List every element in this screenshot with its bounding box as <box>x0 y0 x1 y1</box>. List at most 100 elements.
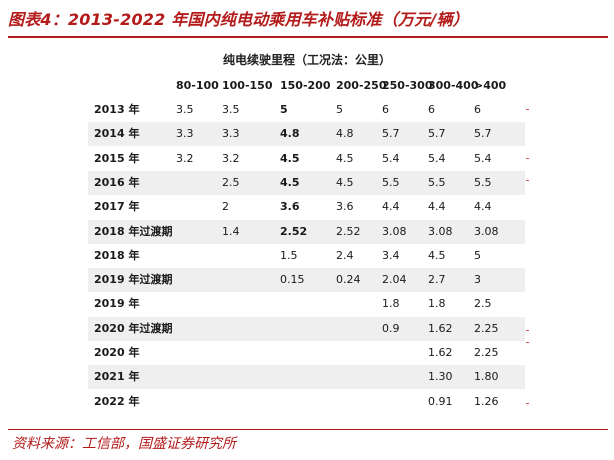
table-cell: 3.5 <box>222 103 240 116</box>
table-row: 2017 年 2 3.6 3.6 4.4 4.4 4.4 <box>88 195 525 219</box>
table-cell: 2.5 <box>222 175 240 189</box>
column-header: 80-100 <box>176 79 219 92</box>
column-header: 300-400 <box>428 79 479 92</box>
table-cell: 3.3 <box>222 127 240 141</box>
title-divider <box>8 36 608 38</box>
table-cell: 4.8 <box>280 127 300 141</box>
table-cell: 3.3 <box>176 127 194 141</box>
table-cell: 2.5 <box>474 297 492 311</box>
table-row: 2021 年 1.30 1.80 <box>88 365 525 390</box>
table-cell: 4.5 <box>336 151 354 165</box>
table-row: 2020 年 1.62 2.25 <box>88 341 525 365</box>
table-cell: 1.8 <box>382 297 400 311</box>
table-cell: 2.4 <box>336 248 354 262</box>
row-label: 2015 年 <box>94 151 140 165</box>
row-label: 2019 年 <box>94 297 140 311</box>
table-cell: 2.52 <box>280 224 308 238</box>
table-cell: 1.5 <box>280 248 298 262</box>
footer-divider <box>8 429 608 430</box>
table-header-row: 80-100 100-150 150-200 200-250 250-300 300-40… <box>88 74 525 98</box>
row-label: 2020 年过渡期 <box>94 321 173 335</box>
table-row: 2018 年 1.5 2.4 3.4 4.5 5 <box>88 244 525 268</box>
table-cell: 5.4 <box>382 151 400 165</box>
table-cell: 3.4 <box>382 248 400 262</box>
table-row: 2015 年 3.2 3.2 4.5 4.5 5.4 5.4 5.4 <box>88 147 525 171</box>
table-row: 2020 年过渡期 0.9 1.62 2.25 <box>88 316 525 341</box>
table-cell: 2 <box>222 200 229 214</box>
table-cell: 3.2 <box>176 151 194 165</box>
source-note: 资料来源：工信部，国盛证券研究所 <box>12 436 236 452</box>
row-label: 2013 年 <box>94 103 140 116</box>
row-label: 2022 年 <box>94 394 140 408</box>
table-cell: 0.91 <box>428 394 453 408</box>
table-cell: 4.5 <box>280 151 300 165</box>
table-row: 2022 年 0.91 1.26 <box>88 390 525 414</box>
table-cell: 5.5 <box>382 175 400 189</box>
table-cell: 3.6 <box>336 200 354 214</box>
margin-tick <box>526 180 529 181</box>
table-cell: 3.08 <box>428 224 453 238</box>
table-cell: 4.5 <box>428 248 446 262</box>
table-cell: 2.52 <box>336 224 361 238</box>
margin-tick <box>526 342 529 343</box>
table-cell: 5.7 <box>382 127 400 141</box>
table-cell: 5 <box>336 103 343 116</box>
table-row: 2016 年 2.5 4.5 4.5 5.5 5.5 5.5 <box>88 170 525 195</box>
column-header: 100-150 <box>222 79 273 92</box>
table-cell: 1.8 <box>428 297 446 311</box>
table-cell: 6 <box>474 103 481 116</box>
table-cell: 3.5 <box>176 103 194 116</box>
row-label: 2016 年 <box>94 175 140 189</box>
table-cell: 1.26 <box>474 394 499 408</box>
table-cell: 4.4 <box>474 200 492 214</box>
table-cell: 2.25 <box>474 346 499 359</box>
row-label: 2020 年 <box>94 346 140 359</box>
table-cell: 2.7 <box>428 273 446 287</box>
table-row: 2014 年 3.3 3.3 4.8 4.8 5.7 5.7 5.7 <box>88 122 525 147</box>
table-cell: 4.4 <box>382 200 400 214</box>
table-cell: 3 <box>474 273 481 287</box>
table-cell: 4.5 <box>280 175 300 189</box>
table-cell: 5 <box>474 248 481 262</box>
table-cell: 1.62 <box>428 346 453 359</box>
column-header: >400 <box>474 79 507 92</box>
row-label: 2017 年 <box>94 200 140 214</box>
table-cell: 3.2 <box>222 151 240 165</box>
table-cell: 5.7 <box>474 127 492 141</box>
row-label: 2021 年 <box>94 370 140 384</box>
table-cell: 3.08 <box>382 224 407 238</box>
table-cell: 1.62 <box>428 321 453 335</box>
table-cell: 5 <box>280 103 288 116</box>
column-header: 150-200 <box>280 79 331 92</box>
table-cell: 4.5 <box>336 175 354 189</box>
table-row: 2013 年 3.5 3.5 5 5 6 6 6 <box>88 98 525 122</box>
table-row: 2018 年过渡期 1.4 2.52 2.52 3.08 3.08 3.08 <box>88 219 525 244</box>
table-cell: 0.24 <box>336 273 361 287</box>
table-cell: 3.6 <box>280 200 300 214</box>
column-header: 250-300 <box>382 79 433 92</box>
table-cell: 4.4 <box>428 200 446 214</box>
table-row: 2019 年过渡期 0.15 0.24 2.04 2.7 3 <box>88 268 525 293</box>
figure-title: 图表4：2013-2022 年国内纯电动乘用车补贴标准（万元/辆） <box>8 10 469 29</box>
margin-tick <box>526 330 529 331</box>
table-cell: 6 <box>428 103 435 116</box>
row-label: 2014 年 <box>94 127 140 141</box>
row-label: 2018 年过渡期 <box>94 224 173 238</box>
table-cell: 0.9 <box>382 321 400 335</box>
table-cell: 5.4 <box>428 151 446 165</box>
row-label: 2019 年过渡期 <box>94 273 173 287</box>
margin-tick <box>526 403 529 404</box>
table-cell: 2.25 <box>474 321 499 335</box>
table-cell: 1.30 <box>428 370 453 384</box>
table-cell: 0.15 <box>280 273 305 287</box>
table-cell: 5.5 <box>474 175 492 189</box>
table-cell: 6 <box>382 103 389 116</box>
table-cell: 1.80 <box>474 370 499 384</box>
column-header: 200-250 <box>336 79 387 92</box>
table-title: 纯电续驶里程（工况法：公里） <box>222 53 391 67</box>
table-cell: 5.5 <box>428 175 446 189</box>
margin-tick <box>526 158 529 159</box>
table-cell: 2.04 <box>382 273 407 287</box>
table-cell: 5.4 <box>474 151 492 165</box>
table-cell: 1.4 <box>222 224 240 238</box>
